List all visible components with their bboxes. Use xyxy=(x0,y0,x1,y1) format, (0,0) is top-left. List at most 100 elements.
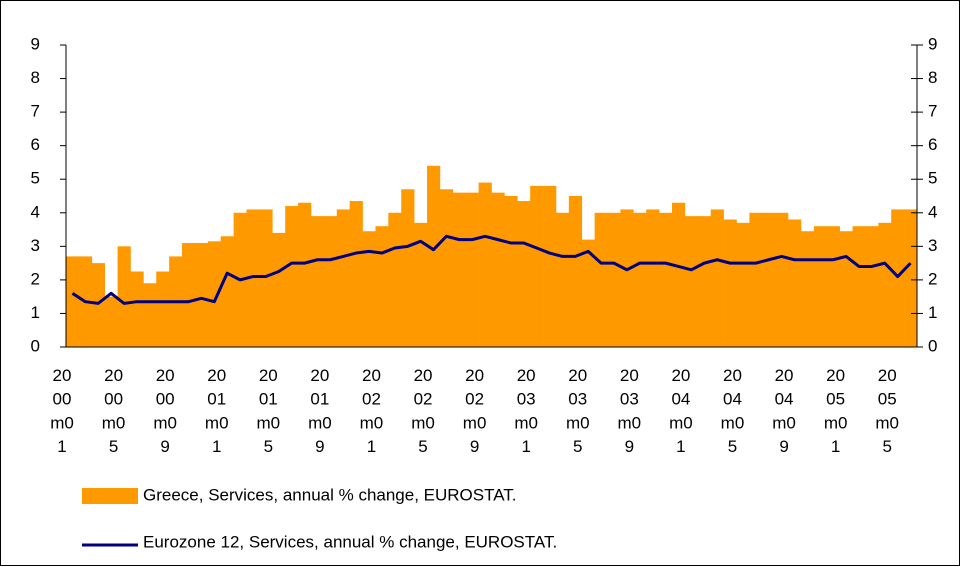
y-tick-label: 7 xyxy=(31,102,40,121)
bar xyxy=(349,201,363,347)
bar xyxy=(194,242,209,347)
y-tick-label: 6 xyxy=(31,135,40,154)
bar xyxy=(401,189,415,347)
bar xyxy=(465,192,479,347)
y2-tick-label: 6 xyxy=(928,135,937,154)
bar xyxy=(762,212,776,347)
y2-tick-label: 2 xyxy=(928,269,937,288)
bar xyxy=(865,226,879,347)
y2-tick-label: 7 xyxy=(928,102,937,121)
bar xyxy=(568,196,583,347)
legend-label: Eurozone 12, Services, annual % change, … xyxy=(143,532,557,551)
y-tick-label: 2 xyxy=(31,269,40,288)
x-tick-label: 20 05 m0 1 xyxy=(824,366,848,456)
bar xyxy=(775,212,789,347)
bar xyxy=(246,209,260,347)
y-tick-label: 3 xyxy=(31,236,40,255)
bar xyxy=(607,212,621,347)
x-tick-label: 20 02 m0 9 xyxy=(463,366,487,456)
x-tick-label: 20 00 m0 9 xyxy=(153,366,177,456)
x-tick-label: 20 01 m0 5 xyxy=(256,366,280,456)
bar xyxy=(491,192,505,347)
bar xyxy=(130,271,144,347)
bar xyxy=(684,216,699,347)
x-tick-label: 20 00 m0 5 xyxy=(102,366,126,456)
y-tick-label: 4 xyxy=(31,202,40,221)
y2-tick-label: 8 xyxy=(928,68,937,87)
x-tick-label: 20 03 m0 5 xyxy=(566,366,590,456)
bar xyxy=(310,216,325,347)
bar xyxy=(362,231,376,347)
y-tick-label: 0 xyxy=(31,336,40,355)
line-series xyxy=(71,234,912,305)
bar xyxy=(336,209,350,347)
y-tick-label: 8 xyxy=(31,68,40,87)
bar xyxy=(414,222,428,347)
bar xyxy=(156,271,170,347)
bar xyxy=(285,206,299,347)
x-tick-label: 20 02 m0 5 xyxy=(411,366,435,456)
bar xyxy=(143,283,157,347)
bar xyxy=(891,209,905,347)
y2-tick-label: 0 xyxy=(928,336,937,355)
bar xyxy=(672,202,686,347)
bar xyxy=(66,256,80,347)
bar xyxy=(323,216,338,347)
bar xyxy=(182,242,196,347)
bar xyxy=(517,201,531,347)
y2-tick-label: 3 xyxy=(928,236,937,255)
x-tick-label: 20 01 m0 1 xyxy=(205,366,229,456)
legend-swatch xyxy=(82,488,138,504)
y2-tick-label: 1 xyxy=(928,303,937,322)
bar xyxy=(427,165,441,347)
bar xyxy=(259,209,273,347)
x-tick-label: 20 04 m0 1 xyxy=(669,366,693,456)
legend-label: Greece, Services, annual % change, EUROS… xyxy=(143,485,517,504)
x-tick-label: 20 03 m0 9 xyxy=(618,366,642,456)
bar xyxy=(839,231,853,347)
bar xyxy=(852,226,866,347)
bar xyxy=(298,202,312,347)
bar xyxy=(659,212,673,347)
bar xyxy=(788,219,802,347)
y2-tick-label: 9 xyxy=(928,34,937,53)
bar xyxy=(478,182,492,347)
bar xyxy=(697,216,711,347)
y-tick-label: 5 xyxy=(31,169,40,188)
y2-tick-label: 4 xyxy=(928,202,937,221)
bar xyxy=(826,226,840,347)
bar xyxy=(452,192,467,347)
bar xyxy=(800,231,815,347)
bar xyxy=(555,212,570,347)
bar xyxy=(504,196,518,347)
bar xyxy=(749,212,763,347)
bar xyxy=(710,209,724,347)
x-tick-label: 20 01 m0 9 xyxy=(308,366,332,456)
bar xyxy=(646,209,660,347)
bar xyxy=(207,241,222,347)
x-tick-label: 20 05 m0 5 xyxy=(875,366,899,456)
bar xyxy=(91,263,105,347)
x-tick-label: 20 04 m0 5 xyxy=(721,366,745,456)
y2-tick-label: 5 xyxy=(928,169,937,188)
bar xyxy=(633,212,647,347)
bar xyxy=(736,222,750,347)
bar xyxy=(375,226,389,347)
x-tick-label: 20 03 m0 1 xyxy=(514,366,538,456)
x-tick-label: 20 02 m0 1 xyxy=(360,366,384,456)
bar xyxy=(104,296,118,347)
bar xyxy=(117,246,131,347)
bar xyxy=(272,232,286,347)
bar xyxy=(904,209,918,347)
bar xyxy=(581,239,595,347)
bar xyxy=(543,185,557,347)
y-tick-label: 1 xyxy=(31,303,40,322)
bar xyxy=(723,219,737,347)
bar xyxy=(439,189,454,347)
y-tick-label: 9 xyxy=(31,34,40,53)
bar xyxy=(813,226,828,347)
bar xyxy=(594,212,608,347)
bar xyxy=(220,236,234,347)
bar xyxy=(620,209,634,347)
x-tick-label: 20 00 m0 1 xyxy=(50,366,74,456)
